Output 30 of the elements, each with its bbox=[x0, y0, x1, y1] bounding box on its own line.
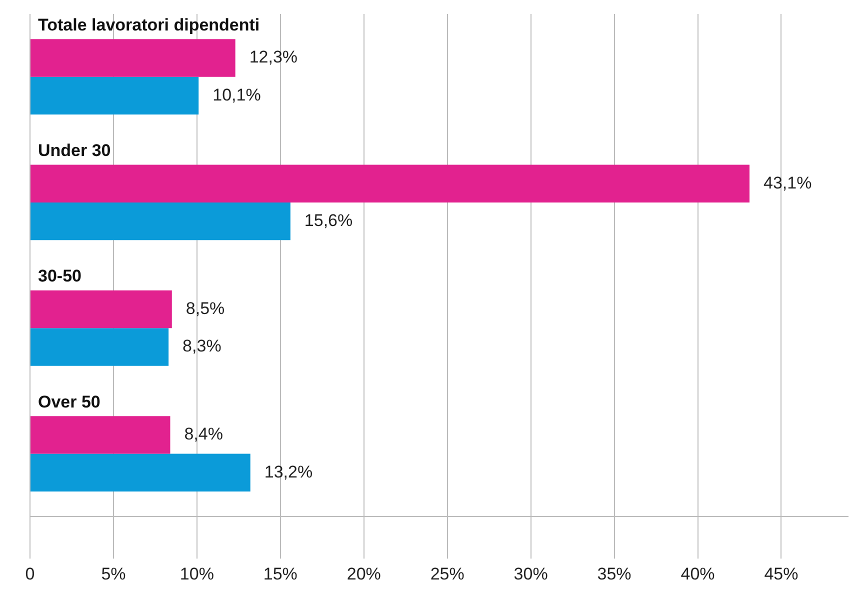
bar bbox=[30, 164, 750, 202]
bar bbox=[30, 202, 290, 240]
data-label: 8,3% bbox=[182, 336, 222, 356]
bar bbox=[30, 39, 236, 77]
bar bbox=[30, 328, 169, 366]
x-tick-label: 10% bbox=[180, 564, 214, 584]
x-tick-label: 40% bbox=[680, 564, 715, 584]
bar bbox=[30, 76, 199, 115]
x-tick-label: 0 bbox=[25, 564, 35, 584]
bar bbox=[30, 416, 170, 454]
data-label: 8,5% bbox=[186, 298, 225, 318]
x-tick-label: 15% bbox=[263, 564, 298, 584]
x-tick-label: 35% bbox=[597, 564, 632, 584]
data-label: 12,3% bbox=[249, 48, 298, 67]
bar bbox=[30, 290, 172, 328]
x-tick-label: 45% bbox=[764, 564, 798, 584]
x-tick-label: 25% bbox=[430, 564, 464, 584]
data-label: 8,4% bbox=[184, 424, 223, 444]
data-label: 43,1% bbox=[764, 173, 812, 192]
y-tick-label: Totale lavoratori dipendenti bbox=[38, 15, 260, 34]
y-tick-label: Over 50 bbox=[38, 392, 100, 412]
y-tick-label: 30-50 bbox=[38, 266, 82, 286]
x-tick-label: 5% bbox=[101, 564, 126, 584]
x-tick-label: 30% bbox=[514, 564, 548, 584]
y-tick-label: Under 30 bbox=[38, 140, 111, 160]
bar bbox=[30, 454, 250, 492]
data-label: 15,6% bbox=[304, 211, 353, 230]
x-tick-label: 20% bbox=[346, 564, 381, 584]
data-label: 10,1% bbox=[212, 85, 261, 104]
data-label: 13,2% bbox=[264, 462, 313, 482]
